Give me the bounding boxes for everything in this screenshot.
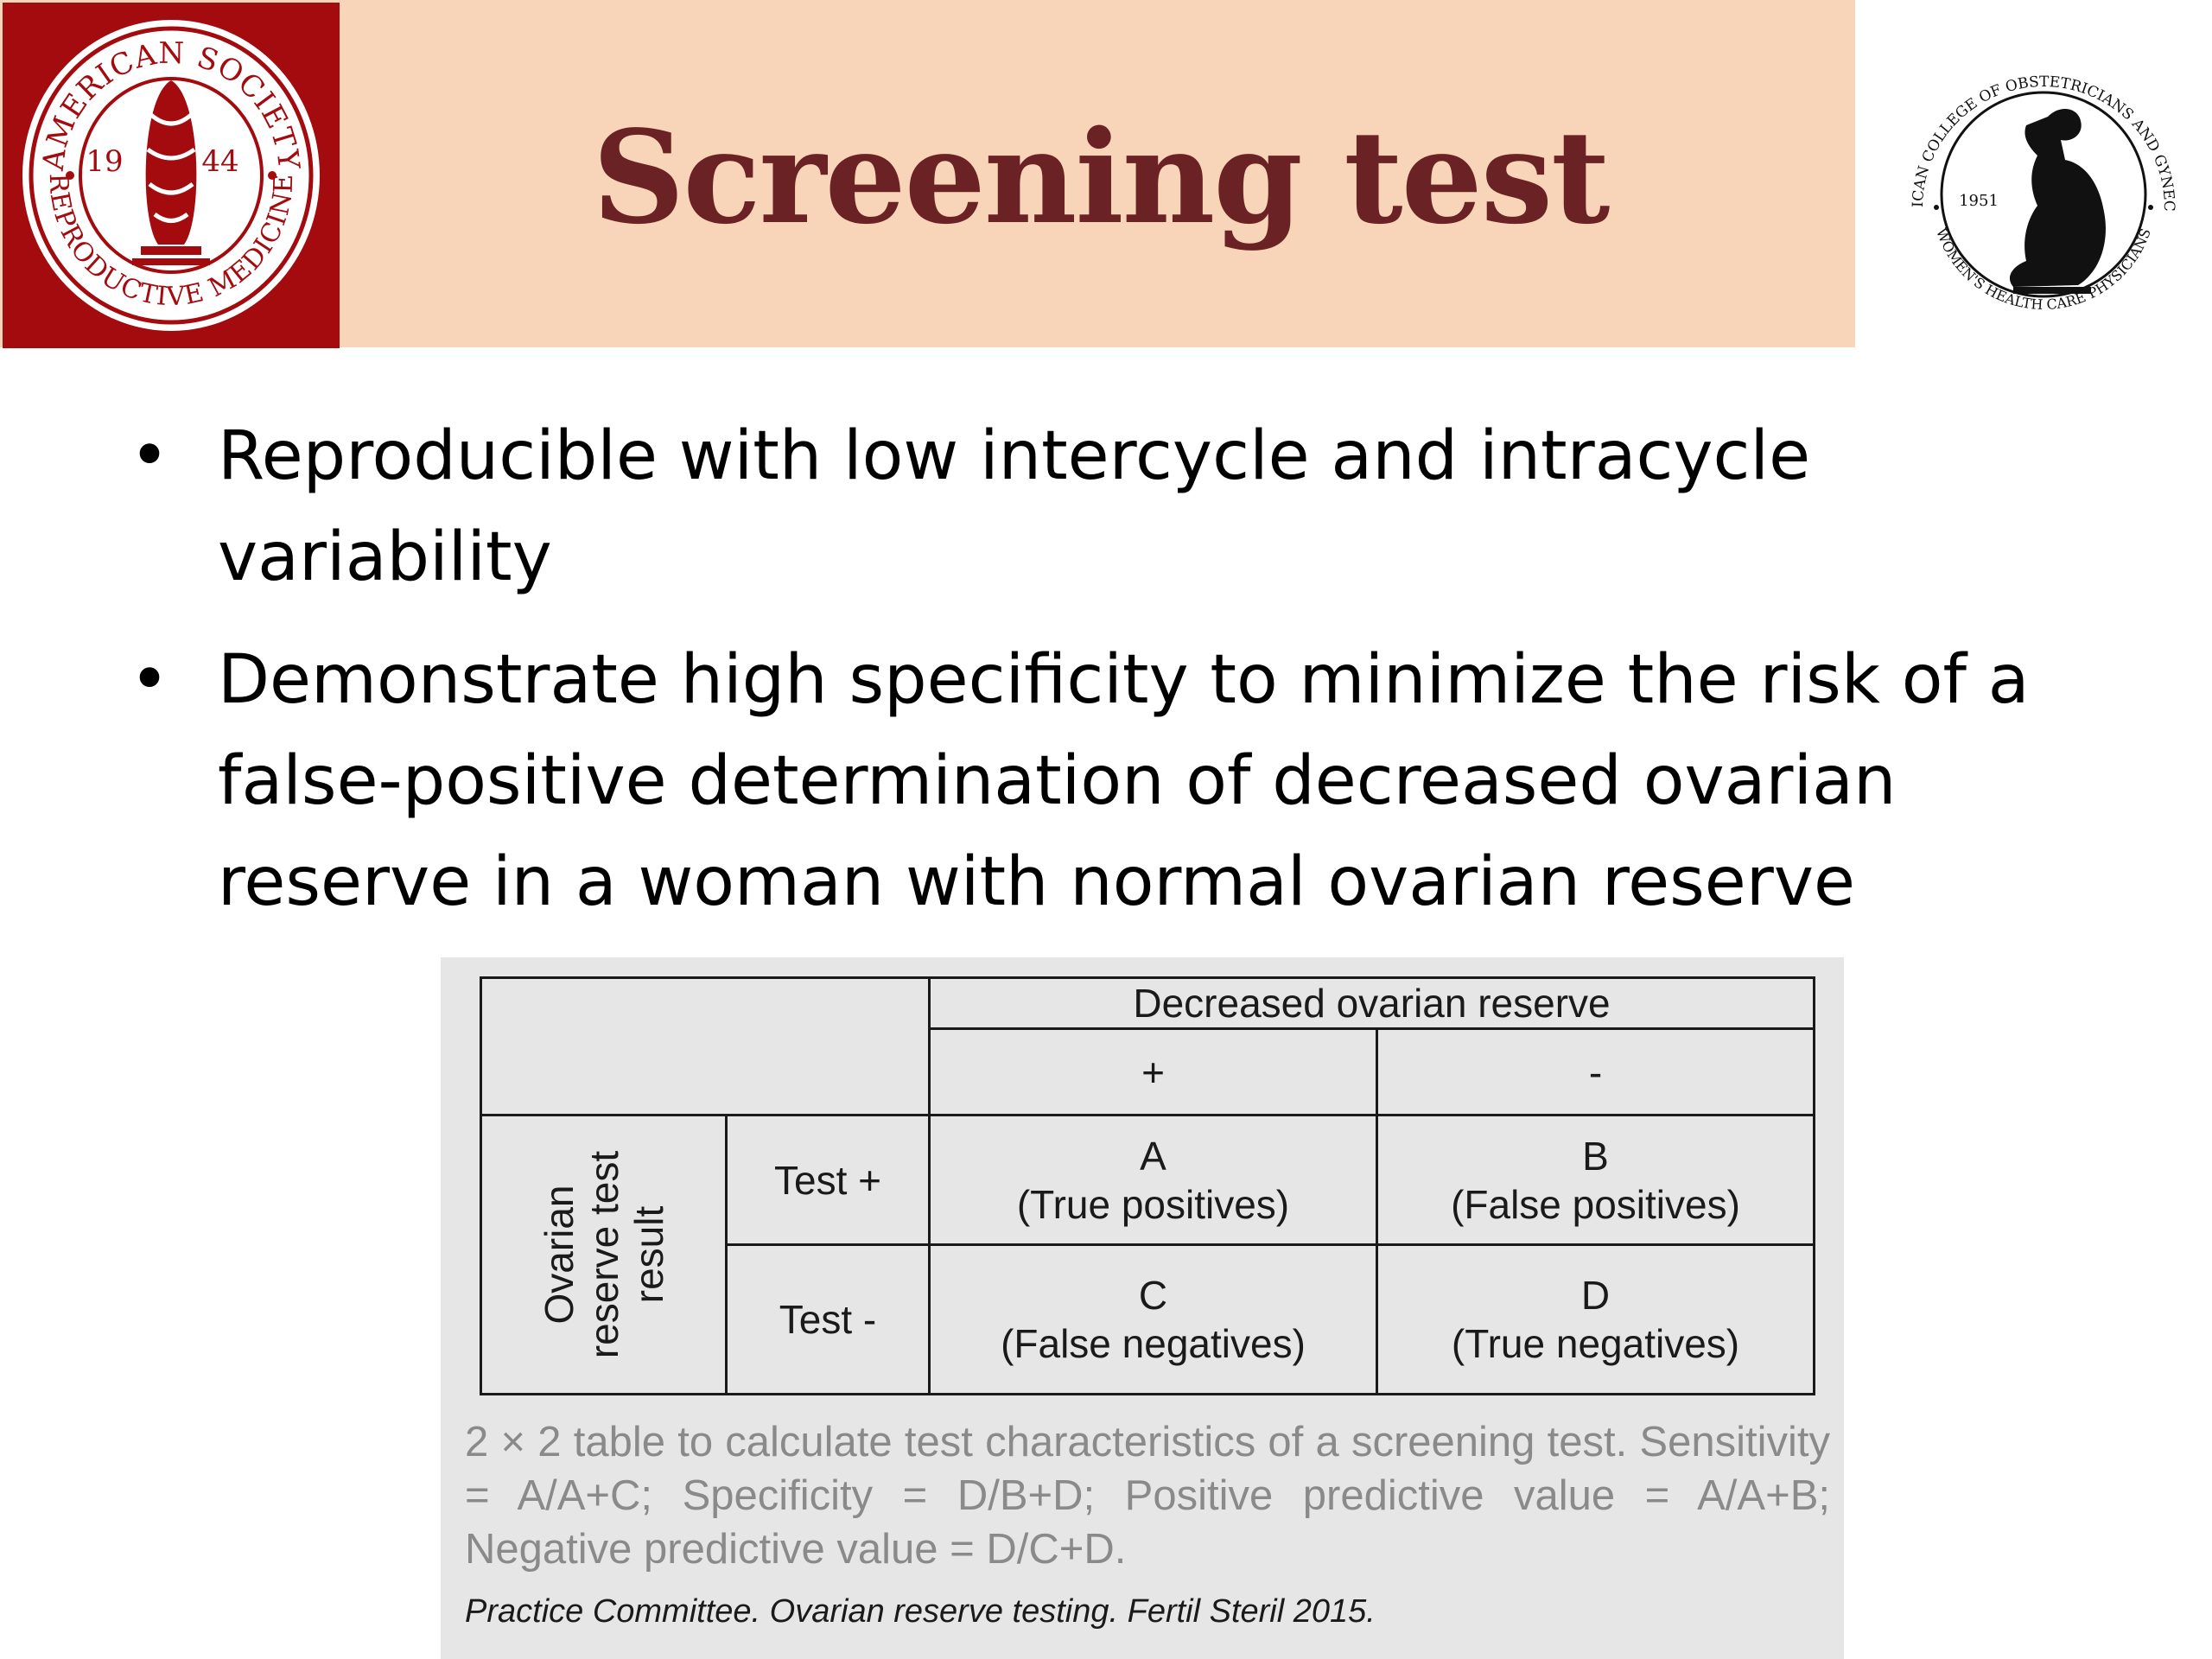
row-group-line: Ovarian	[536, 1185, 582, 1325]
cell-letter: B	[1582, 1133, 1609, 1179]
cell-letter: A	[1140, 1133, 1166, 1179]
row-group-line: result	[626, 1205, 671, 1304]
table-cell-a: A (True positives)	[928, 1113, 1378, 1247]
cell-description: (True negatives)	[1451, 1321, 1740, 1367]
acog-seal-logo: THE AMERICAN COLLEGE OF OBSTETRICIANS AN…	[1884, 35, 2203, 354]
column-header-negative: -	[1376, 1027, 1815, 1116]
row-label-test-negative: Test -	[725, 1243, 931, 1395]
asrm-seal-logo: AMERICAN SOCIETY REPRODUCTIVE MEDICINE 1…	[3, 3, 340, 348]
page-title: Screening test	[592, 102, 1611, 252]
cell-description: (False negatives)	[1001, 1321, 1306, 1367]
bullet-marker: •	[130, 641, 170, 719]
column-group-header: Decreased ovarian reserve	[928, 976, 1815, 1030]
cell-description: (False positives)	[1451, 1181, 1740, 1227]
table-cell-b: B (False positives)	[1376, 1113, 1815, 1247]
table-cell-d: D (True negatives)	[1376, 1243, 1815, 1395]
asrm-year-right: 44	[201, 144, 238, 179]
figure-panel: Decreased ovarian reserve + - Ovarian re…	[441, 957, 1844, 1659]
bullet-item: • Demonstrate high specificity to minimi…	[130, 630, 2134, 933]
column-header-positive: +	[928, 1027, 1378, 1116]
bullet-marker: •	[130, 417, 170, 495]
contingency-table: Decreased ovarian reserve + - Ovarian re…	[480, 976, 1815, 1395]
cell-letter: C	[1138, 1273, 1168, 1319]
figure-caption: 2 × 2 table to calculate test characteri…	[465, 1419, 1830, 1573]
asrm-year-left: 19	[86, 144, 123, 179]
bullet-item: • Reproducible with low intercycle and i…	[130, 406, 2134, 608]
cell-letter: D	[1580, 1273, 1611, 1319]
figure-citation: Practice Committee. Ovarian reserve test…	[465, 1593, 1376, 1630]
bullet-list: • Reproducible with low intercycle and i…	[130, 406, 2134, 955]
acog-year: 1951	[1959, 192, 1999, 210]
table-cell-c: C (False negatives)	[928, 1243, 1378, 1395]
table-empty-corner	[480, 976, 931, 1116]
cell-description: (True positives)	[1016, 1181, 1290, 1227]
row-group-line: reserve test	[581, 1150, 626, 1359]
row-label-test-positive: Test +	[725, 1113, 931, 1247]
bullet-text: Demonstrate high specificity to minimize…	[218, 641, 2030, 921]
row-group-header: Ovarian reserve test result	[480, 1114, 728, 1395]
bullet-text: Reproducible with low intercycle and int…	[218, 417, 1811, 596]
